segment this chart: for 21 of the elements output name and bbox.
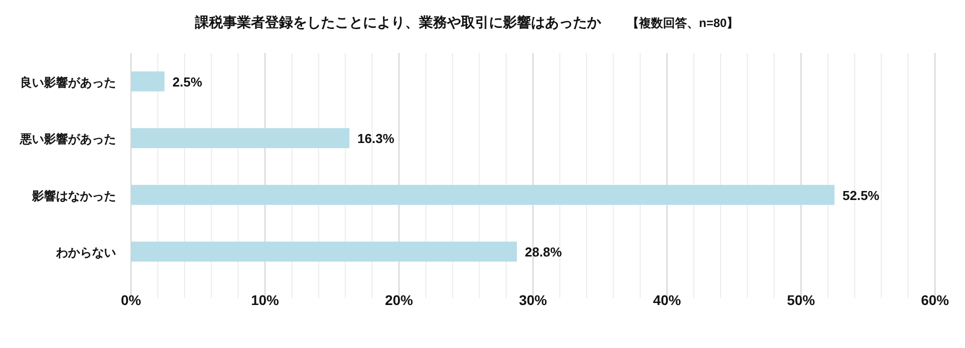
bar: [131, 242, 517, 262]
x-tick-label: 40%: [652, 292, 682, 308]
y-tick-label: 影響はなかった: [31, 188, 116, 203]
bar: [131, 184, 834, 205]
x-tick-label: 60%: [920, 292, 950, 308]
y-tick-label: わからない: [55, 246, 116, 260]
y-tick-label: 良い影響があった: [20, 75, 116, 90]
data-label: 16.3%: [357, 131, 395, 146]
data-label: 2.5%: [172, 74, 203, 90]
data-label: 28.8%: [524, 244, 562, 260]
bar: [131, 128, 350, 148]
x-tick-label: 50%: [786, 292, 816, 308]
y-tick-label: 悪い影響があった: [19, 132, 116, 146]
x-tick-label: 20%: [384, 292, 414, 308]
x-tick-label: 30%: [518, 292, 548, 308]
chart-title: 課税事業者登録をしたことにより、業務や取引に影響はあったか: [194, 14, 602, 30]
x-tick-label: 0%: [120, 292, 142, 308]
x-tick-label: 10%: [250, 292, 280, 308]
data-label: 52.5%: [842, 188, 880, 203]
bar: [131, 71, 164, 92]
chart-subtitle: 【複数回答、n=80】: [627, 16, 739, 30]
